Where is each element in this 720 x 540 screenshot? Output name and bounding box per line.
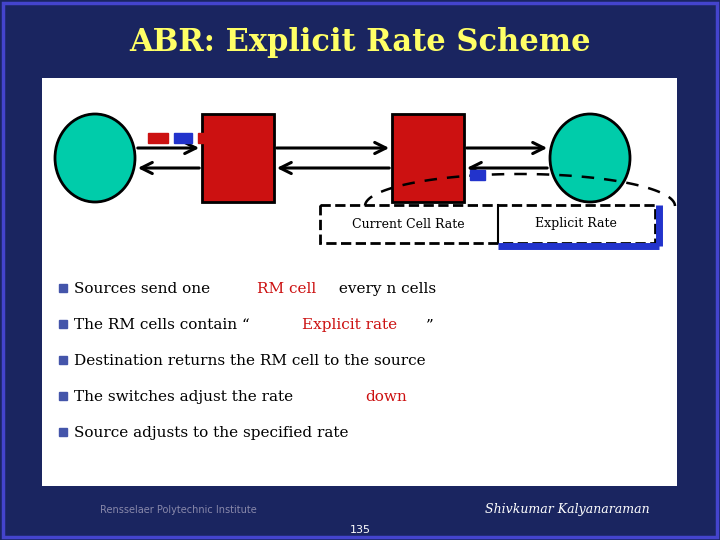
Bar — [59, 320, 67, 328]
Text: Shivkumar Kalyanaraman: Shivkumar Kalyanaraman — [485, 503, 650, 516]
Text: The switches adjust the rate: The switches adjust the rate — [74, 390, 298, 404]
Text: Destination returns the RM cell to the source: Destination returns the RM cell to the s… — [74, 354, 426, 368]
Text: 135: 135 — [349, 525, 371, 535]
Ellipse shape — [55, 114, 135, 202]
Bar — [42, 78, 677, 486]
Text: Sources send one: Sources send one — [74, 282, 215, 296]
Text: Rensselaer Polytechnic Institute: Rensselaer Polytechnic Institute — [100, 505, 257, 515]
Bar — [198, 133, 218, 143]
Text: Current Cell Rate: Current Cell Rate — [353, 218, 465, 231]
Text: RM cell: RM cell — [257, 282, 316, 296]
Bar — [59, 284, 67, 292]
Bar — [470, 170, 485, 180]
Bar — [392, 114, 464, 202]
Text: ”: ” — [426, 318, 433, 332]
Text: ABR: Explicit Rate Scheme: ABR: Explicit Rate Scheme — [129, 26, 591, 57]
Bar — [320, 205, 655, 243]
Text: Explicit rate: Explicit rate — [302, 318, 397, 332]
Bar — [148, 133, 168, 143]
Ellipse shape — [550, 114, 630, 202]
Bar — [202, 114, 274, 202]
Bar — [59, 392, 67, 400]
Text: Source adjusts to the specified rate: Source adjusts to the specified rate — [74, 426, 348, 440]
Text: every n cells: every n cells — [334, 282, 436, 296]
Bar — [174, 133, 192, 143]
Bar — [202, 114, 274, 202]
Text: The RM cells contain “: The RM cells contain “ — [74, 318, 250, 332]
Text: Explicit Rate: Explicit Rate — [536, 218, 617, 231]
Bar — [59, 428, 67, 436]
Text: down: down — [365, 390, 407, 404]
Bar — [392, 114, 464, 202]
Bar — [59, 356, 67, 364]
